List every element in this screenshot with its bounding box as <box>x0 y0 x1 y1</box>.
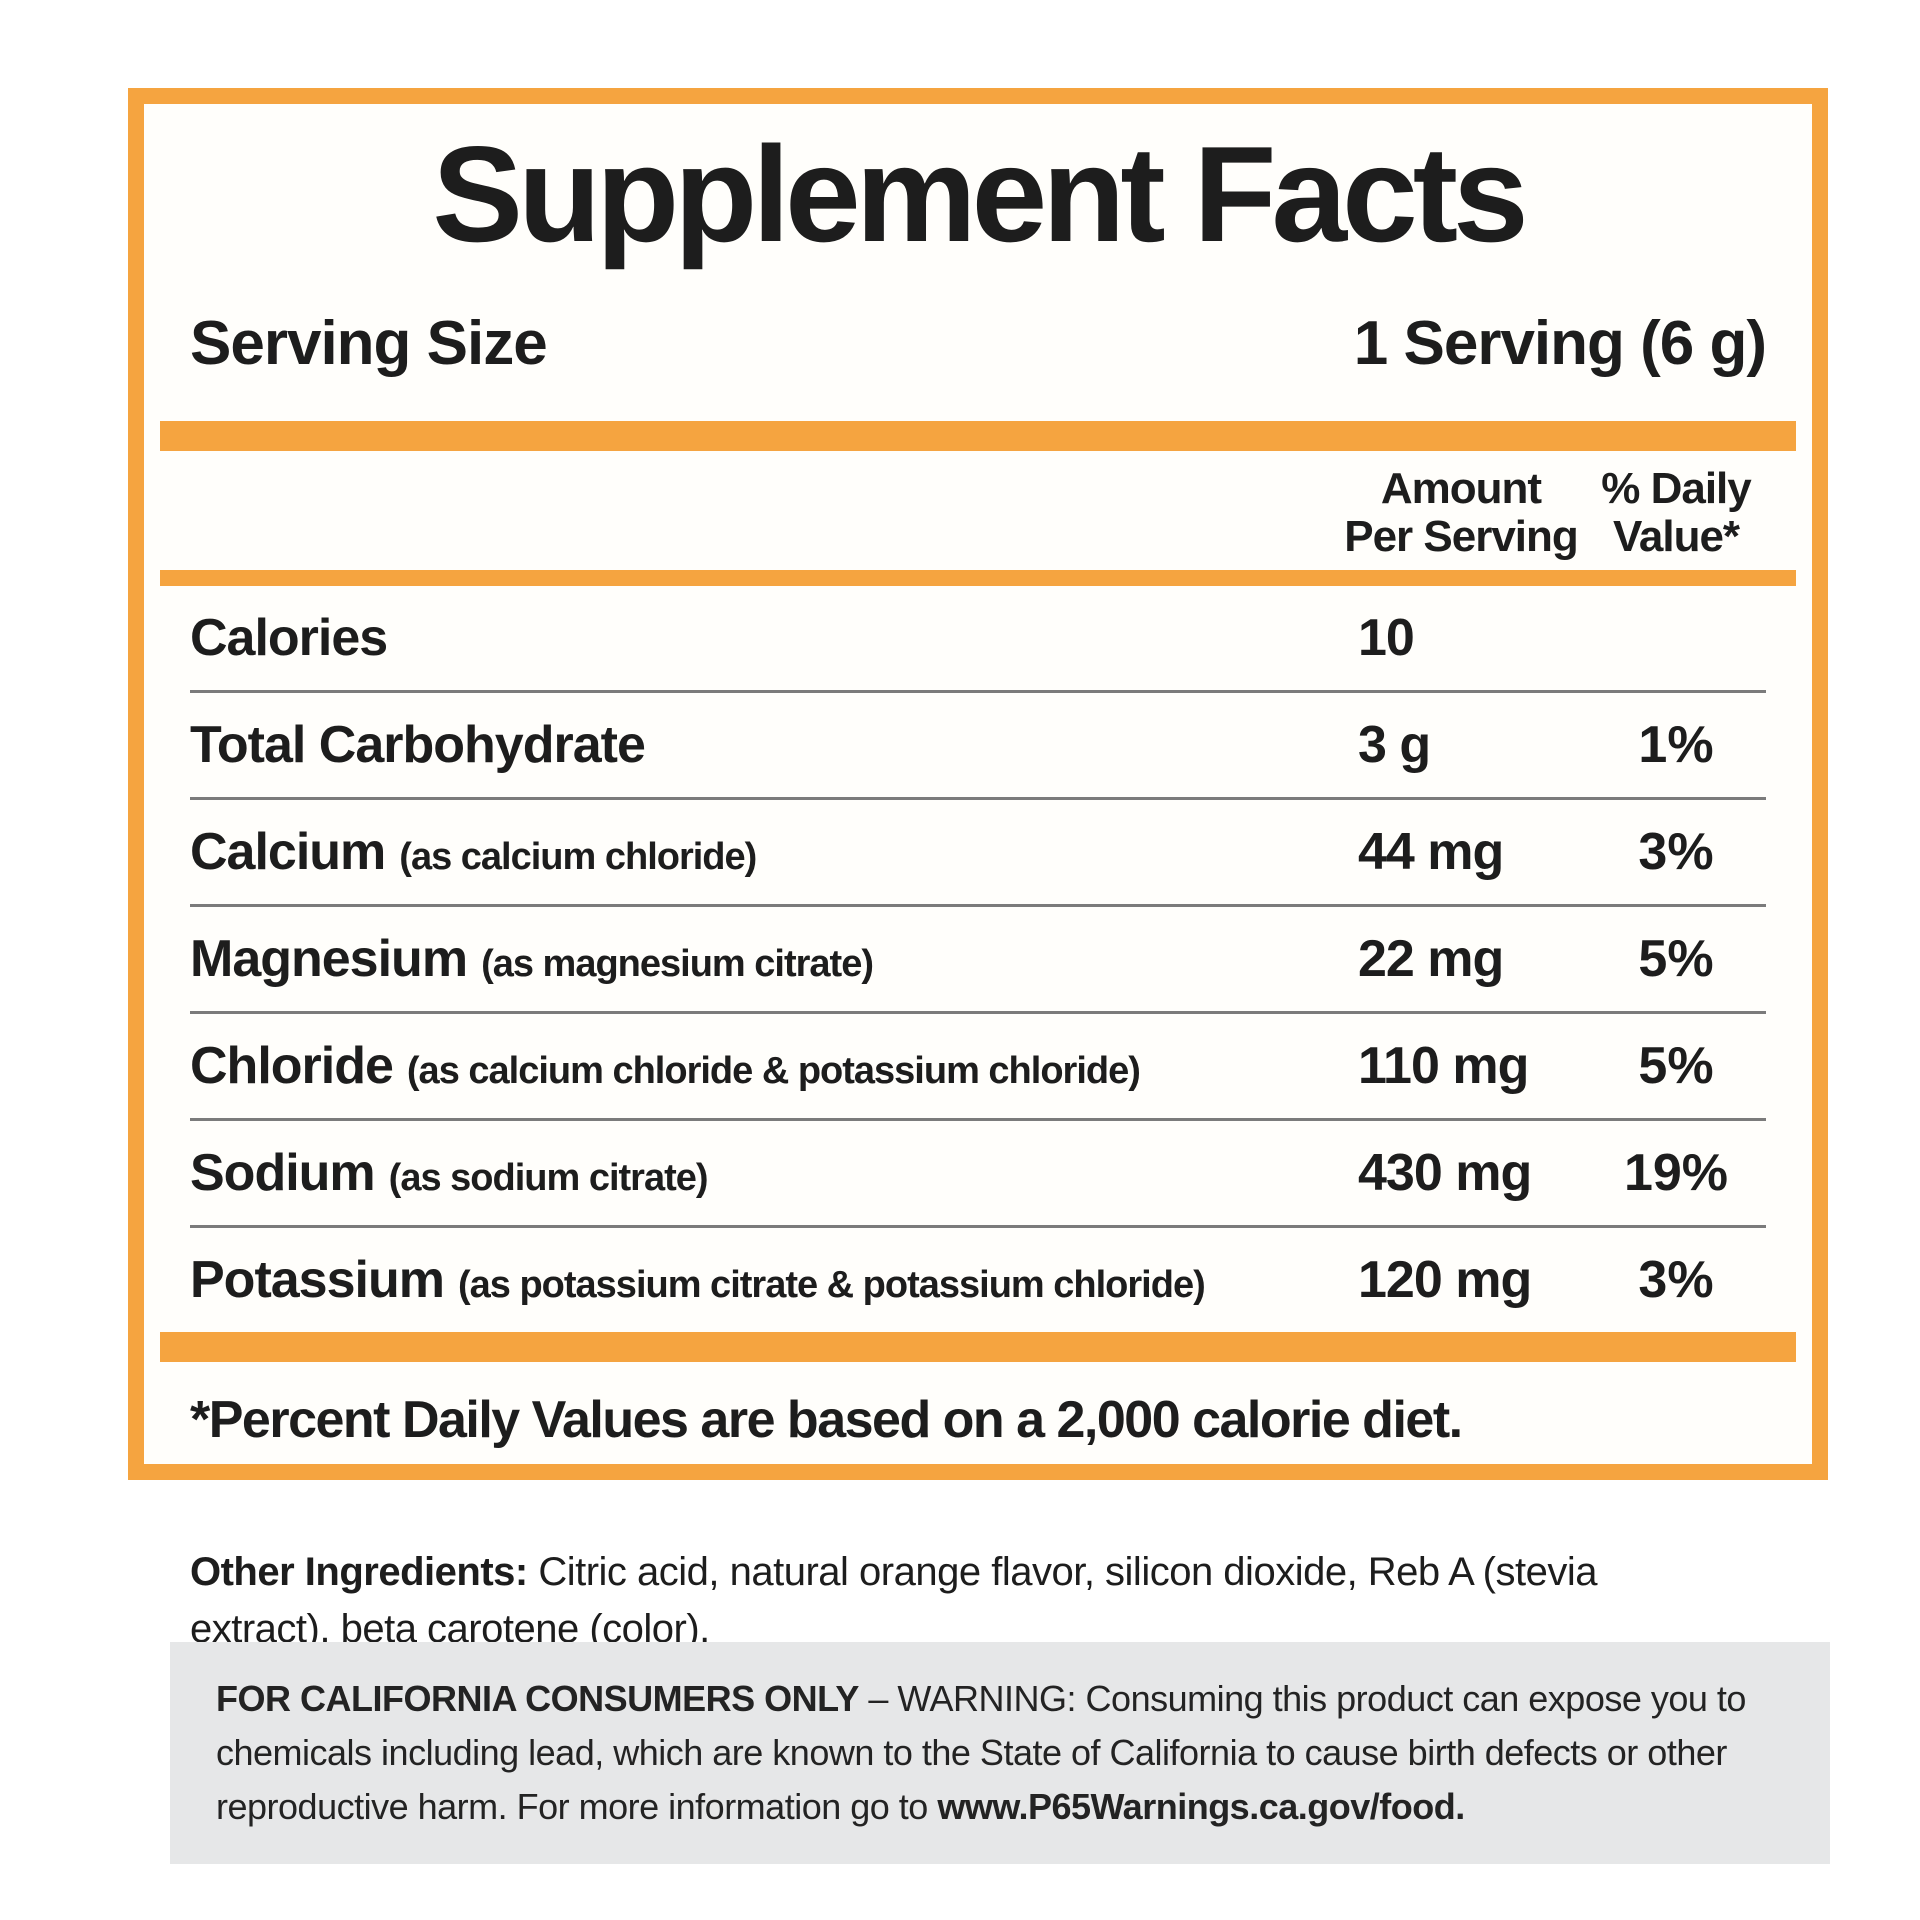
table-row-magnesium: Magnesium (as magnesium citrate) 22 mg 5% <box>190 904 1766 1011</box>
daily-value: 5% <box>1638 930 1714 989</box>
daily-value: 1% <box>1638 716 1714 775</box>
nutrient-name: Chloride <box>190 1037 394 1096</box>
daily-value: 3% <box>1638 1251 1714 1310</box>
nutrient-table: Calories 10 Total Carbohydrate 3 g 1% Ca… <box>190 586 1766 1332</box>
nutrient-source: (as potassium citrate & potassium chlori… <box>457 1264 1206 1307</box>
daily-value: 19% <box>1623 1144 1729 1203</box>
serving-size-label: Serving Size <box>190 309 548 378</box>
table-row-calcium: Calcium (as calcium chloride) 44 mg 3% <box>190 797 1766 904</box>
header-spacer <box>190 465 1336 560</box>
daily-value: 5% <box>1638 1037 1714 1096</box>
california-warning-body: WARNING: Consuming this product can expo… <box>216 1678 1746 1827</box>
daily-value-column-header: % Daily Value* <box>1601 464 1752 561</box>
supplement-facts-panel: Supplement Facts Serving Size 1 Serving … <box>128 88 1828 1480</box>
serving-size-row: Serving Size 1 Serving (6 g) <box>190 308 1767 379</box>
table-row-potassium: Potassium (as potassium citrate & potassi… <box>190 1225 1766 1332</box>
table-row-total-carbohydrate: Total Carbohydrate 3 g 1% <box>190 690 1766 797</box>
other-ingredients-paragraph: Other Ingredients: Citric acid, natural … <box>190 1544 1670 1658</box>
amount-value: 22 mg <box>1358 930 1504 989</box>
table-row-calories: Calories 10 <box>190 586 1766 690</box>
orange-separator-bar-bottom <box>160 1332 1796 1363</box>
amount-value: 44 mg <box>1358 823 1504 882</box>
nutrient-name: Calcium <box>190 823 386 882</box>
california-warning-box: FOR CALIFORNIA CONSUMERS ONLY – WARNING:… <box>170 1642 1830 1864</box>
nutrient-name: Potassium <box>190 1251 445 1310</box>
daily-value: 3% <box>1638 823 1714 882</box>
table-row-chloride: Chloride (as calcium chloride & potassium… <box>190 1011 1766 1118</box>
serving-size-value: 1 Serving (6 g) <box>1353 309 1767 378</box>
table-row-sodium: Sodium (as sodium citrate) 430 mg 19% <box>190 1118 1766 1225</box>
nutrient-source: (as magnesium citrate) <box>481 943 874 986</box>
nutrient-source: (as calcium chloride) <box>399 836 757 879</box>
amount-value: 3 g <box>1358 716 1431 775</box>
panel-title: Supplement Facts <box>432 118 1528 270</box>
california-warning-lead: FOR CALIFORNIA CONSUMERS ONLY <box>216 1678 859 1719</box>
amount-value: 430 mg <box>1358 1144 1532 1203</box>
other-ingredients-label: Other Ingredients: <box>190 1550 528 1594</box>
nutrient-name: Calories <box>190 609 388 668</box>
daily-value-footnote: *Percent Daily Values are based on a 2,0… <box>190 1391 1463 1450</box>
nutrient-name: Magnesium <box>190 930 468 989</box>
orange-separator-bar-top <box>160 421 1796 451</box>
nutrient-source: (as sodium citrate) <box>388 1157 709 1200</box>
amount-column-header: Amount Per Serving <box>1344 464 1579 561</box>
other-ingredients-text: Citric acid, natural orange flavor, sili… <box>190 1550 1597 1651</box>
amount-value: 110 mg <box>1358 1037 1529 1096</box>
california-warning-url: www.P65Warnings.ca.gov/food. <box>937 1786 1465 1827</box>
column-header-row: Amount Per Serving % Daily Value* <box>190 465 1766 560</box>
orange-separator-bar-header <box>160 570 1796 587</box>
nutrient-name: Total Carbohydrate <box>190 716 646 775</box>
nutrient-source: (as calcium chloride & potassium chlorid… <box>406 1050 1141 1093</box>
nutrient-name: Sodium <box>190 1144 376 1203</box>
california-warning-separator: – <box>858 1678 898 1719</box>
amount-value: 120 mg <box>1358 1251 1532 1310</box>
amount-value: 10 <box>1358 609 1415 668</box>
